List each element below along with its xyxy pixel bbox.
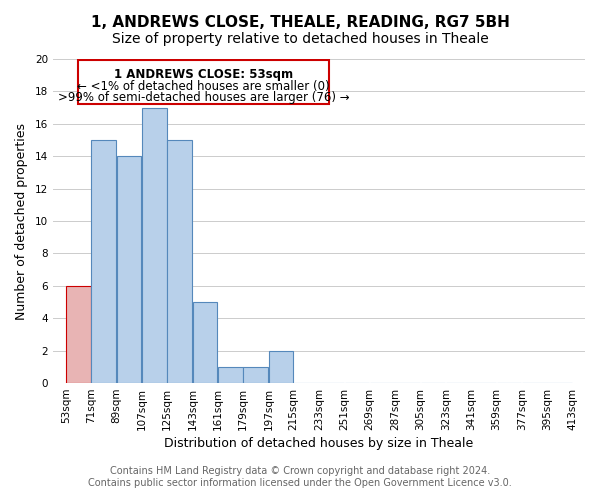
Bar: [91, 140, 116, 383]
Text: 1 ANDREWS CLOSE: 53sqm: 1 ANDREWS CLOSE: 53sqm: [114, 68, 293, 82]
Y-axis label: Number of detached properties: Number of detached properties: [15, 122, 28, 320]
Bar: [193, 302, 217, 383]
Bar: [244, 367, 268, 383]
Text: ← <1% of detached houses are smaller (0): ← <1% of detached houses are smaller (0): [77, 80, 330, 92]
Bar: [66, 286, 91, 383]
Text: 1, ANDREWS CLOSE, THEALE, READING, RG7 5BH: 1, ANDREWS CLOSE, THEALE, READING, RG7 5…: [91, 15, 509, 30]
Bar: [218, 367, 242, 383]
Bar: [142, 108, 167, 383]
Bar: [269, 350, 293, 383]
Bar: [79, 60, 329, 104]
Bar: [167, 140, 192, 383]
X-axis label: Distribution of detached houses by size in Theale: Distribution of detached houses by size …: [164, 437, 473, 450]
Text: Size of property relative to detached houses in Theale: Size of property relative to detached ho…: [112, 32, 488, 46]
Bar: [117, 156, 142, 383]
Text: Contains HM Land Registry data © Crown copyright and database right 2024.
Contai: Contains HM Land Registry data © Crown c…: [88, 466, 512, 487]
Text: >99% of semi-detached houses are larger (76) →: >99% of semi-detached houses are larger …: [58, 91, 349, 104]
